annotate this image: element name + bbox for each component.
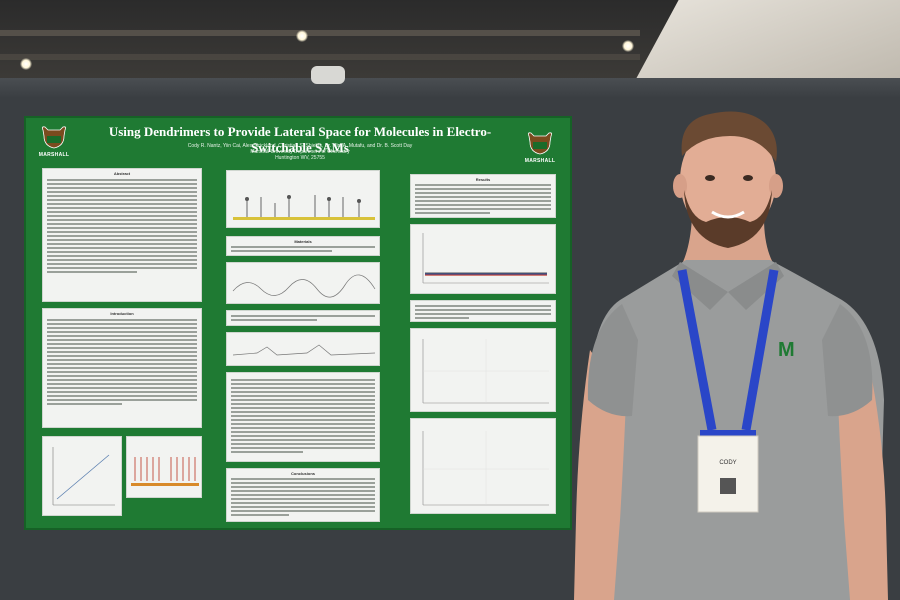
right-sleeve [822, 304, 873, 417]
badge-name: CODY [719, 460, 736, 466]
research-poster: MARSHALL MARSHALL Using Dendrimers to Pr… [24, 116, 572, 530]
conclusions-panel: Conclusions [226, 468, 380, 522]
figure-panel [226, 262, 380, 304]
buffalo-logo-icon: MARSHALL [522, 130, 558, 168]
ceiling-beam [0, 30, 640, 36]
figure-panel [226, 170, 380, 228]
figure-panel [410, 418, 556, 514]
lanyard-left [677, 269, 717, 431]
materials-heading: Materials [294, 239, 312, 244]
author-list: Cody R. Nantz, Yiin Cai, Alex Strickland… [187, 143, 413, 149]
left-sleeve [587, 304, 638, 417]
ceiling-light-icon [622, 40, 634, 52]
ceiling-beam [0, 54, 640, 60]
name-badge [697, 435, 759, 513]
poster-title: Using Dendrimers to Provide Lateral Spac… [108, 124, 492, 155]
results-heading: Results [475, 177, 491, 182]
figure-panel [410, 328, 556, 412]
introduction-heading: Introduction [110, 311, 134, 316]
wall-frame [0, 78, 900, 98]
abstract-panel: Abstract [42, 168, 202, 302]
security-camera-icon [311, 66, 345, 84]
badge-qr-code [720, 478, 736, 494]
beard [684, 190, 772, 248]
face [680, 122, 776, 238]
logo-wordmark: MARSHALL [38, 152, 70, 158]
location: Huntington WV, 25755 [275, 155, 325, 161]
hair [681, 111, 777, 162]
ceiling-light-icon [296, 30, 308, 42]
text-panel [226, 310, 380, 326]
figure-panel [410, 224, 556, 294]
poster-authors: Cody R. Nantz, Yiin Cai, Alex Strickland… [116, 143, 484, 161]
introduction-panel: Introduction [42, 308, 202, 428]
methods-panel [226, 372, 380, 462]
materials-panel: Materials [226, 236, 380, 256]
buffalo-logo-icon: MARSHALL [36, 124, 72, 162]
logo-wordmark: MARSHALL [524, 158, 556, 164]
figure-panel [42, 436, 122, 516]
institution: Marshall University Department of Chemis… [250, 149, 350, 155]
presenter: M CODY [560, 100, 900, 600]
figure-panel [226, 332, 380, 366]
ceiling-panel [630, 0, 900, 90]
ceiling [0, 0, 900, 90]
m-logo-icon: M [778, 339, 795, 361]
figure-panel [126, 436, 202, 498]
conclusions-heading: Conclusions [290, 471, 315, 476]
ceiling-light-icon [20, 58, 32, 70]
lanyard-right [741, 269, 779, 431]
results-panel: Results [410, 174, 556, 218]
text-panel [410, 300, 556, 322]
abstract-heading: Abstract [113, 171, 131, 176]
